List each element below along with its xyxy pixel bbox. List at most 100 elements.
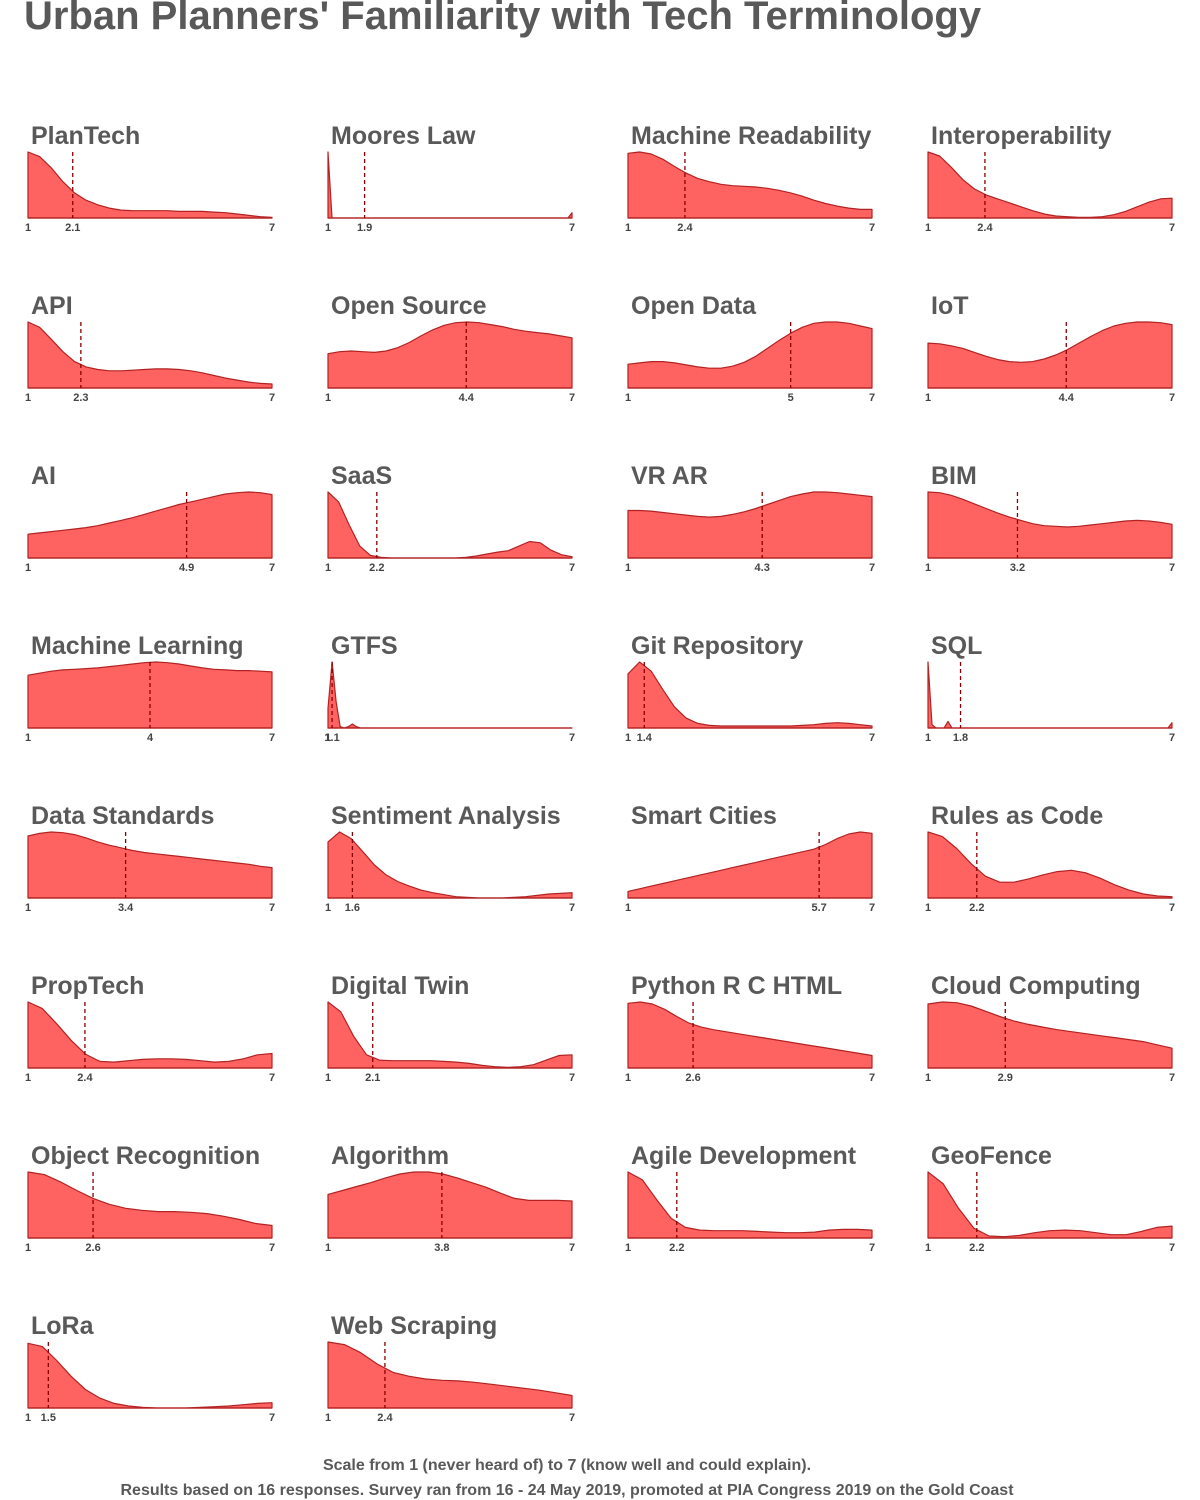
panel: LoRa 1 1.5 7 [25,1312,275,1424]
mean-label: 2.9 [998,1072,1013,1084]
mean-label: 2.6 [685,1072,700,1084]
tick-label-max: 7 [269,732,275,744]
panel: Algorithm 1 3.8 7 [325,1142,575,1254]
mean-label: 4 [147,732,154,744]
tick-label-max: 7 [869,1072,875,1084]
panel-title: Web Scraping [331,1312,497,1340]
density-area [27,831,273,899]
panel: Agile Development 1 2.2 7 [625,1142,875,1254]
panel: Web Scraping 1 2.4 7 [325,1312,575,1424]
density-area [27,661,273,729]
mean-label: 2.4 [77,1072,93,1084]
panel: SaaS 1 2.2 7 [325,462,575,574]
tick-label-max: 7 [569,1242,575,1254]
tick-label-min: 1 [925,1072,931,1084]
density-area [927,1001,1173,1069]
density-area [627,1001,873,1069]
tick-label-min: 1 [925,902,931,914]
panel-title: BIM [931,462,977,490]
panel: Interoperability 1 2.4 7 [925,122,1175,234]
panel-title: PlanTech [31,122,140,150]
tick-label-min: 1 [325,392,331,404]
tick-label-min: 1 [25,902,31,914]
density-area [27,1001,273,1069]
tick-label-max: 7 [569,392,575,404]
tick-label-max: 7 [269,1072,275,1084]
mean-label: 2.4 [677,222,693,234]
mean-label: 4.4 [1059,392,1075,404]
tick-label-max: 7 [569,902,575,914]
mean-label: 2.2 [969,1242,984,1254]
mean-label: 2.1 [365,1072,380,1084]
chart-title: Urban Planners' Familiarity with Tech Te… [24,0,982,38]
tick-label-min: 1 [25,732,31,744]
tick-label-max: 7 [269,562,275,574]
tick-label-min: 1 [25,1412,31,1424]
density-area [927,151,1173,219]
mean-label: 4.9 [179,562,194,574]
panel-title: Moores Law [331,122,476,150]
tick-label-min: 1 [325,1072,331,1084]
panel-title: Rules as Code [931,802,1103,830]
panel-title: Cloud Computing [931,972,1141,1000]
density-area [27,491,273,559]
density-area [927,321,1173,389]
mean-label: 2.2 [369,562,384,574]
mean-label: 2.3 [73,392,88,404]
density-area [27,321,273,389]
panel: Cloud Computing 1 2.9 7 [925,972,1175,1084]
density-area [927,491,1173,559]
mean-label: 2.6 [85,1242,100,1254]
caption-survey-note: Results based on 16 responses. Survey ra… [120,1482,1014,1499]
density-area [627,151,873,219]
density-area [27,1171,273,1239]
mean-label: 5.7 [811,902,826,914]
caption-scale-note: Scale from 1 (never heard of) to 7 (know… [322,1457,812,1474]
tick-label-max: 7 [1169,1242,1175,1254]
panel: Machine Learning 1 4 7 [25,632,275,744]
tick-label-min: 1 [925,222,931,234]
panel-title: PropTech [31,972,144,1000]
mean-label: 2.4 [977,222,993,234]
panel: Sentiment Analysis 1 1.6 7 [325,802,575,914]
tick-label-min: 1 [625,222,631,234]
panel-title: GeoFence [931,1142,1052,1170]
tick-label-min: 1 [325,562,331,574]
tick-label-max: 7 [1169,392,1175,404]
mean-label: 3.2 [1010,562,1025,574]
density-area [927,1171,1173,1239]
density-area [627,491,873,559]
tick-label-min: 1 [325,1412,331,1424]
panel: GTFS 11.1 7 [324,632,575,744]
panel-title: IoT [931,292,969,320]
tick-label-min: 1 [625,562,631,574]
tick-label-min: 1 [925,732,931,744]
mean-label: 2.4 [377,1412,393,1424]
mean-label: 2.2 [969,902,984,914]
panel-title: Machine Learning [31,632,244,660]
tick-label-min: 1 [625,1242,631,1254]
tick-label-max: 7 [569,222,575,234]
density-area [327,491,573,559]
density-area [627,321,873,389]
tick-label-max: 7 [569,1072,575,1084]
mean-label: 2.1 [65,222,80,234]
mean-label: 1.6 [345,902,360,914]
panel-title: SaaS [331,462,392,490]
tick-label-max: 7 [869,562,875,574]
panel-title: Python R C HTML [631,972,842,1000]
mean-label: 1.4 [637,732,653,744]
panel: GeoFence 1 2.2 7 [925,1142,1175,1254]
tick-label-max: 7 [1169,1072,1175,1084]
mean-label: 5 [788,392,794,404]
tick-label-max: 7 [869,222,875,234]
panel-title: GTFS [331,632,398,660]
tick-label-max: 7 [1169,902,1175,914]
tick-label-min: 1 [925,562,931,574]
tick-label-max: 7 [869,392,875,404]
panel-title: API [31,292,73,320]
tick-label-min: 1 [325,902,331,914]
panel-title: Open Source [331,292,487,320]
tick-label-min: 1 [25,392,31,404]
panel: Moores Law 1 1.9 7 [325,122,575,234]
